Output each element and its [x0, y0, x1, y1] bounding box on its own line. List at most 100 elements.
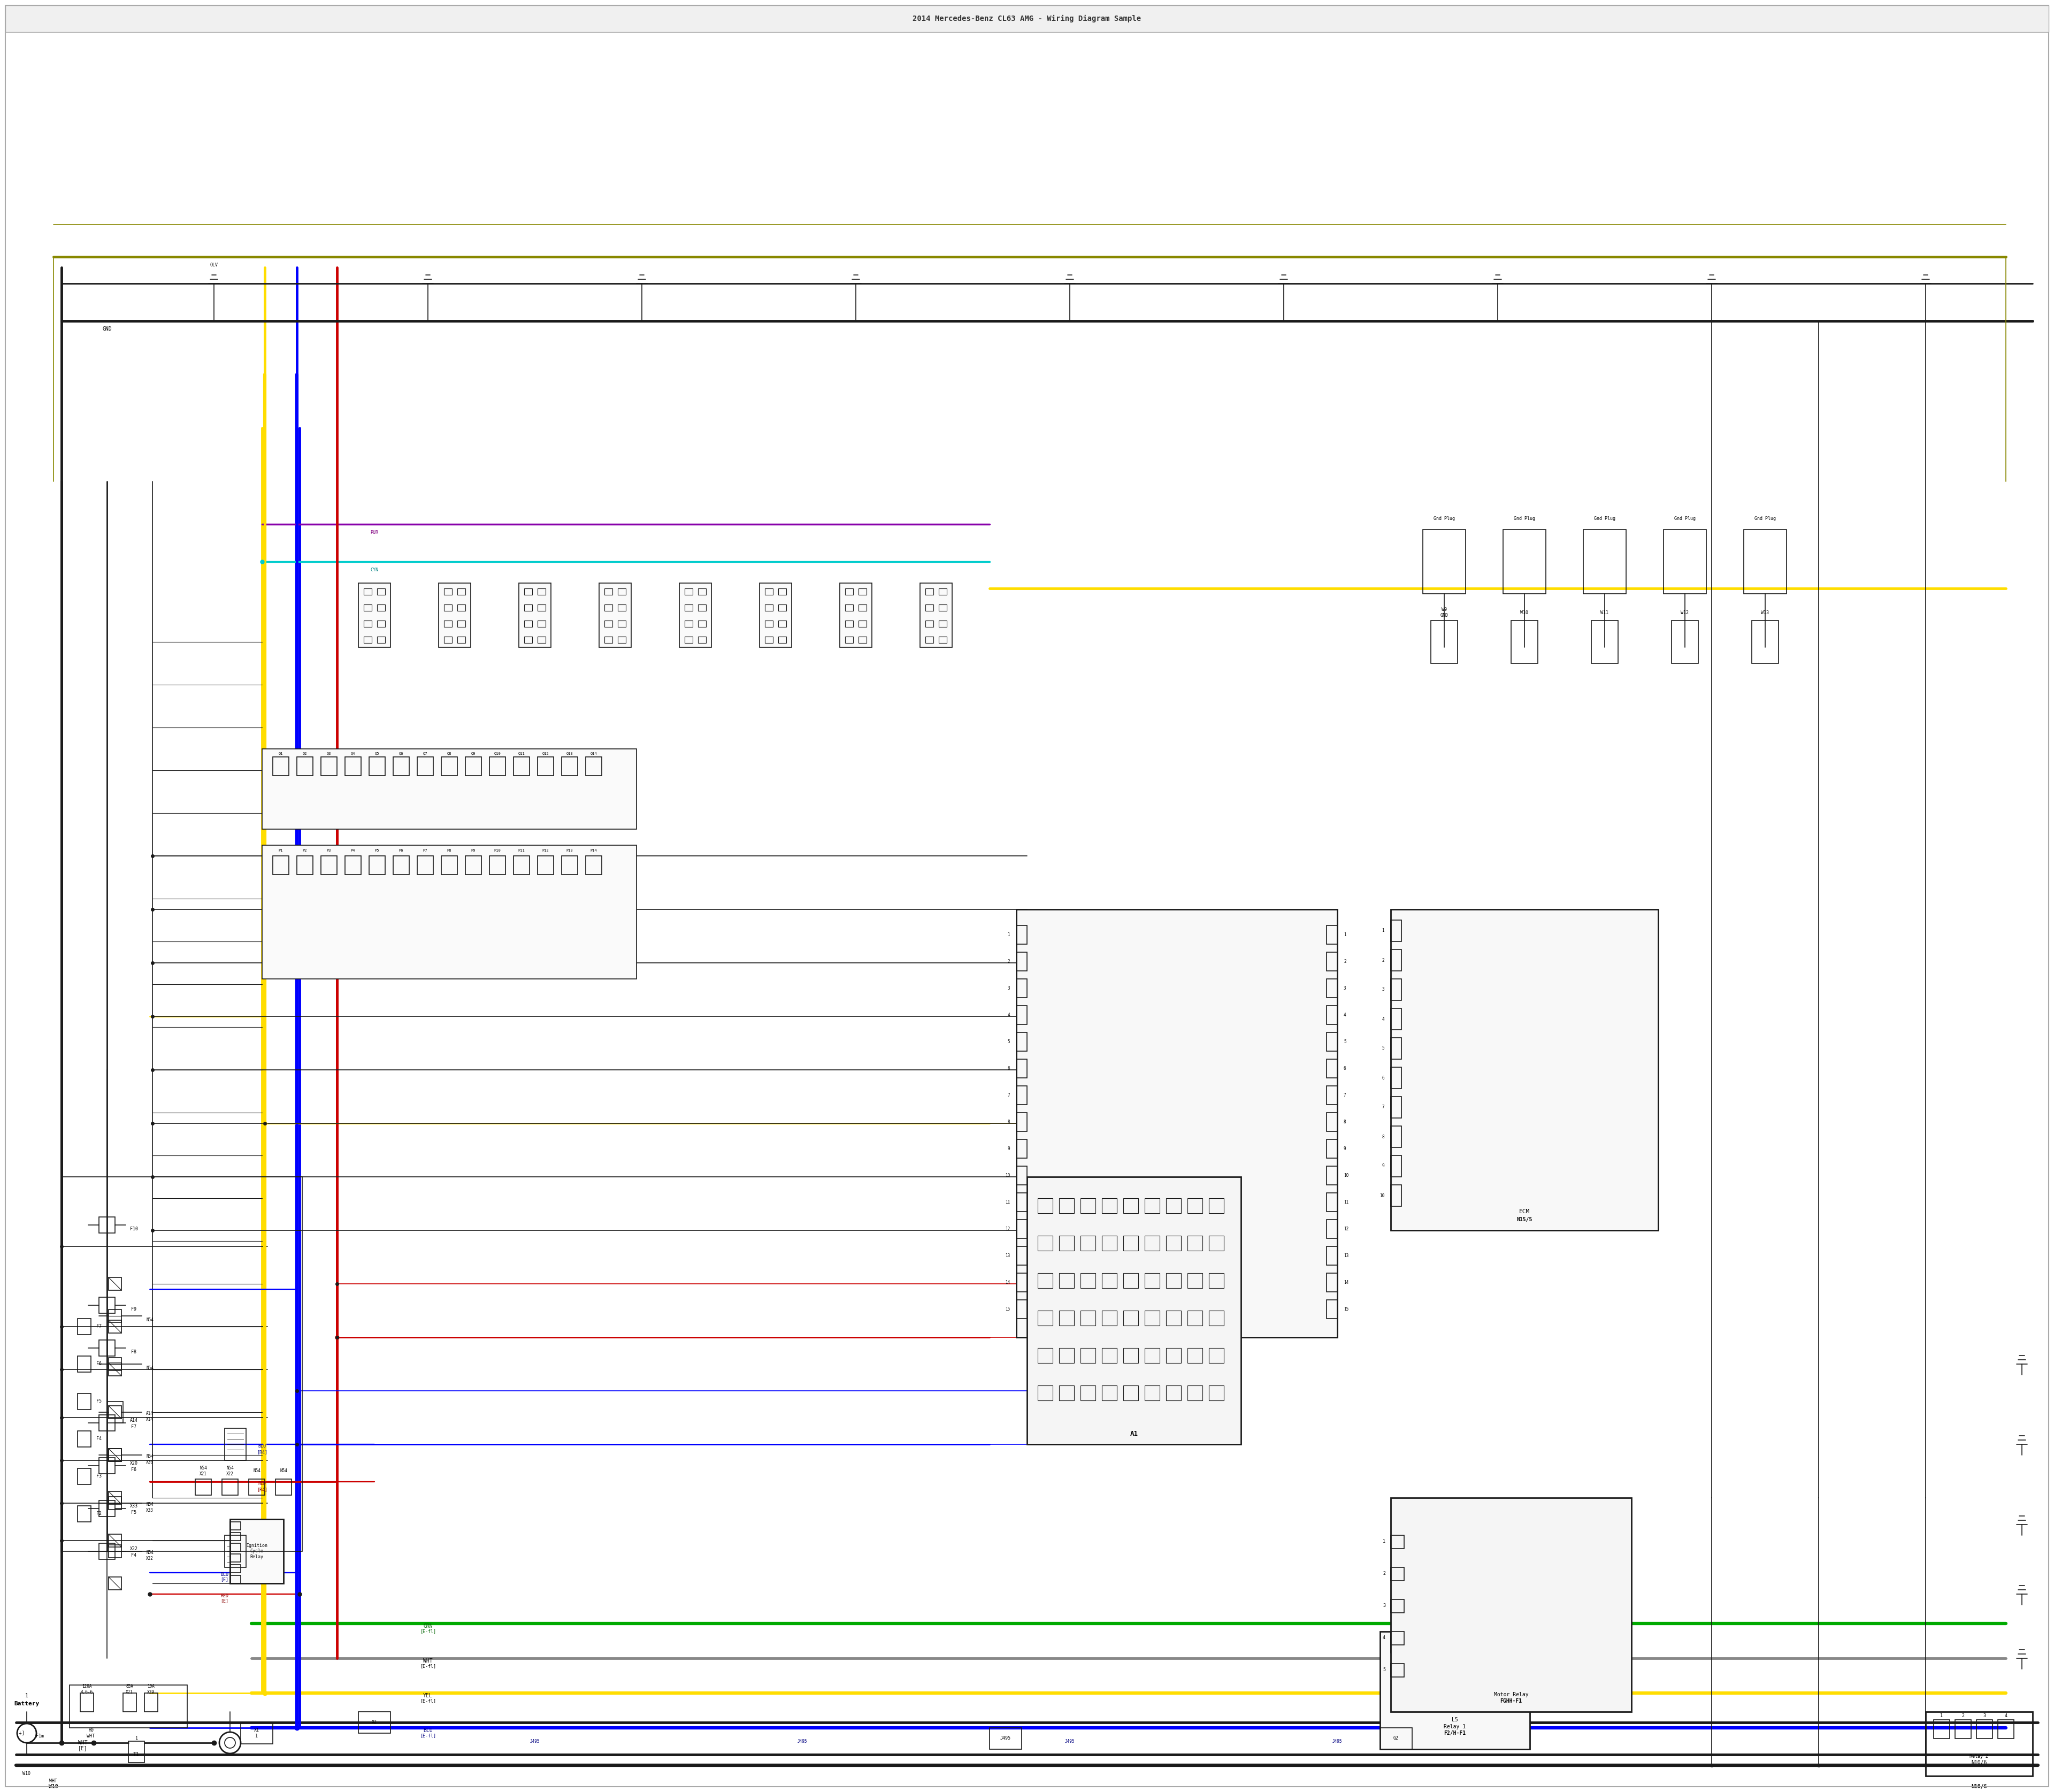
Text: 5: 5 [1006, 1039, 1011, 1045]
Text: 6: 6 [1382, 1075, 1384, 1081]
Bar [123, 1693, 136, 1711]
Bar [1487, 1636, 1504, 1652]
Text: 14: 14 [1343, 1279, 1349, 1285]
Bar [378, 588, 386, 595]
Text: Q2: Q2 [302, 751, 308, 754]
Text: W10: W10 [49, 1785, 58, 1790]
Bar [926, 588, 933, 595]
Bar [1391, 1600, 1405, 1613]
Text: F5: F5 [97, 1400, 101, 1403]
Text: 3: 3 [1006, 986, 1011, 991]
Text: F7: F7 [97, 1324, 101, 1330]
Text: 1: 1 [1006, 932, 1011, 937]
Text: N54
X20: N54 X20 [146, 1453, 154, 1464]
Bar [298, 857, 312, 874]
Bar [760, 582, 791, 647]
Text: Gnd Plug: Gnd Plug [1754, 516, 1777, 521]
Text: WHT: WHT [423, 1658, 433, 1663]
Text: CYN: CYN [370, 568, 378, 572]
Bar [1187, 1385, 1202, 1400]
Bar [1584, 530, 1627, 593]
Bar [417, 857, 433, 874]
Bar [1101, 1236, 1117, 1251]
Bar [1440, 1636, 1454, 1652]
Bar [618, 588, 626, 595]
Bar [109, 1496, 121, 1509]
Bar [440, 582, 470, 647]
Bar [1060, 1310, 1074, 1326]
Bar [764, 620, 772, 627]
Text: F6: F6 [97, 1362, 101, 1367]
Text: P8: P8 [448, 849, 452, 853]
Bar [357, 582, 390, 647]
Bar [1124, 1385, 1138, 1400]
Text: P6: P6 [398, 849, 403, 853]
Text: 1: 1 [1941, 1713, 1943, 1719]
Bar [859, 620, 867, 627]
Bar [1933, 1720, 1949, 1738]
Text: L5: L5 [1452, 1717, 1458, 1722]
Text: N54: N54 [253, 1469, 261, 1473]
Bar [378, 620, 386, 627]
Bar [1027, 1177, 1241, 1444]
Bar [370, 857, 386, 874]
Bar [1144, 1348, 1161, 1364]
Bar [1167, 1348, 1181, 1364]
Bar [80, 1693, 94, 1711]
Bar [1327, 1059, 1337, 1077]
Bar [466, 756, 481, 776]
Bar [109, 1321, 121, 1333]
Bar [1391, 1636, 1407, 1652]
Text: P14: P14 [589, 849, 598, 853]
Bar [1101, 1272, 1117, 1288]
Text: [E-fl]: [E-fl] [419, 1699, 435, 1704]
Bar [1101, 1385, 1117, 1400]
Text: 11: 11 [1343, 1199, 1349, 1204]
Bar [1327, 1086, 1337, 1104]
Bar [78, 1319, 90, 1335]
Bar [1752, 620, 1779, 663]
Text: 7: 7 [1006, 1093, 1011, 1097]
Bar [1391, 978, 1401, 1000]
Text: 14: 14 [1004, 1279, 1011, 1285]
Bar [1391, 1068, 1401, 1088]
Bar [1391, 1631, 1405, 1645]
Bar [230, 1521, 240, 1530]
Bar [230, 1543, 240, 1552]
Bar [109, 1364, 121, 1376]
Text: A14: A14 [129, 1417, 138, 1423]
Bar [1391, 1156, 1401, 1177]
Text: [E]: [E] [78, 1745, 88, 1751]
Text: Gnd Plug: Gnd Plug [1674, 516, 1697, 521]
Bar [1144, 1310, 1161, 1326]
Bar [1664, 530, 1707, 593]
Bar [1080, 1310, 1095, 1326]
Text: 4: 4 [1006, 1012, 1011, 1018]
Bar [1391, 1097, 1401, 1118]
Text: F5: F5 [131, 1511, 136, 1516]
Bar [392, 857, 409, 874]
Bar [378, 636, 386, 643]
Bar [1391, 1185, 1401, 1206]
Bar [990, 1727, 1021, 1749]
Text: 13: 13 [1004, 1253, 1011, 1258]
Bar [1391, 1568, 1405, 1581]
Text: (+): (+) [16, 1731, 25, 1736]
Text: 2: 2 [1382, 957, 1384, 962]
Text: Q13: Q13 [567, 751, 573, 754]
Bar [1955, 1720, 1972, 1738]
Bar [1327, 1247, 1337, 1265]
Bar [1327, 1032, 1337, 1052]
Bar [939, 604, 947, 611]
Bar [1327, 978, 1337, 998]
Bar [1124, 1310, 1138, 1326]
Bar [345, 756, 362, 776]
Bar [417, 756, 433, 776]
Bar [1101, 1199, 1117, 1213]
Bar [230, 1554, 240, 1563]
Bar [1391, 919, 1401, 941]
Bar [1080, 1348, 1095, 1364]
Text: 8: 8 [1382, 1134, 1384, 1140]
Bar [1124, 1199, 1138, 1213]
Text: 13: 13 [1343, 1253, 1349, 1258]
